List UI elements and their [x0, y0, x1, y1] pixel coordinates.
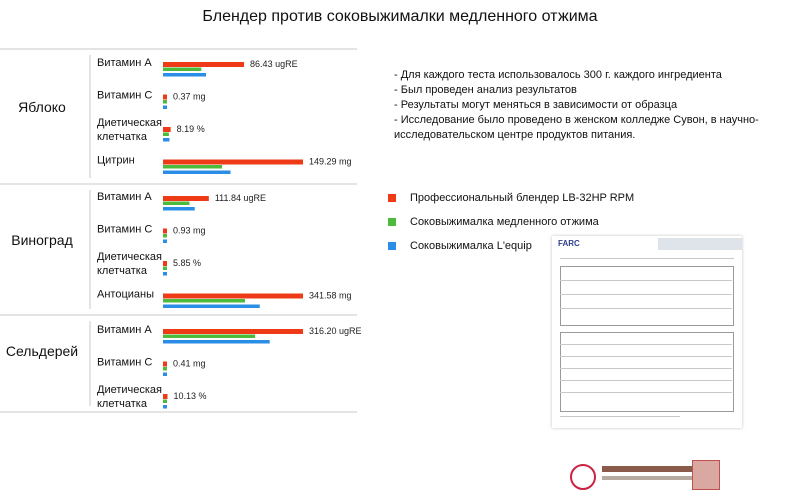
bar-series-2	[163, 67, 202, 71]
bar-series-3	[163, 170, 231, 174]
value-label: 149.29 mg	[309, 157, 352, 167]
bar-series-3	[163, 372, 167, 376]
row-label: клетчатка	[97, 131, 148, 143]
bar-series-3	[163, 73, 207, 77]
bar-series-3	[163, 105, 167, 109]
value-label: 8.19 %	[177, 124, 205, 134]
bar-series-3	[163, 304, 260, 308]
bar-series-2	[163, 234, 167, 238]
bar-series-1	[163, 94, 167, 100]
bar-series-2	[163, 399, 167, 403]
seal-text-line	[602, 476, 692, 480]
row-label: клетчатка	[97, 265, 148, 277]
report-rule	[560, 356, 732, 357]
report-info-table	[560, 266, 734, 326]
row-label: Цитрин	[97, 155, 135, 167]
research-center-seal	[570, 460, 720, 494]
legend-item-slow-juicer: Соковыжималка медленного отжима	[388, 210, 688, 234]
report-rule	[560, 308, 732, 309]
bar-series-3	[163, 138, 170, 142]
value-label: 10.13 %	[173, 391, 206, 401]
note-3: - Результаты могут меняться в зависимост…	[394, 99, 678, 111]
row-label: Витамин C	[97, 357, 152, 369]
legend-swatch-blender	[388, 194, 396, 202]
report-rule	[560, 368, 732, 369]
chart-legend: Профессиональный блендер LB-32HP RPM Сок…	[388, 186, 688, 258]
value-label: 86.43 ugRE	[250, 59, 298, 69]
report-rule	[560, 380, 732, 381]
legend-swatch-slow-juicer	[388, 218, 396, 226]
bar-series-1	[163, 329, 303, 334]
college-seal-icon	[570, 464, 596, 490]
bar-series-3	[163, 405, 167, 409]
row-label: Витамин C	[97, 90, 152, 102]
row-label: Диетическая	[97, 117, 162, 129]
report-header: FARC	[552, 236, 742, 252]
bar-series-2	[163, 100, 167, 104]
row-label: Витамин C	[97, 224, 152, 236]
bar-series-1	[163, 261, 167, 266]
report-logo-icon: FARC	[558, 239, 580, 248]
group-label: Яблоко	[18, 99, 66, 115]
group-label: Сельдерей	[6, 343, 78, 359]
value-label: 111.84 ugRE	[215, 193, 266, 203]
official-stamp-icon	[692, 460, 720, 490]
note-1: - Для каждого теста использовалось 300 г…	[394, 69, 722, 81]
row-label: Антоцианы	[97, 289, 154, 301]
value-label: 316.20 ugRE	[309, 326, 362, 336]
row-label: Витамин A	[97, 324, 152, 336]
row-label: Диетическая	[97, 251, 162, 263]
report-rule	[560, 294, 732, 295]
value-label: 341.58 mg	[309, 291, 352, 301]
value-label: 5.85 %	[173, 258, 201, 268]
bar-series-2	[163, 165, 223, 169]
legend-label-slow-juicer: Соковыжималка медленного отжима	[410, 216, 599, 228]
bar-series-1	[163, 159, 303, 165]
bar-series-3	[163, 272, 167, 276]
legend-label-lequip-juicer: Соковыжималка L'equip	[410, 240, 532, 252]
bar-series-1	[163, 361, 167, 367]
value-label: 0.37 mg	[173, 92, 206, 102]
bar-series-2	[163, 132, 169, 136]
legend-item-blender: Профессиональный блендер LB-32HP RPM	[388, 186, 688, 210]
bar-series-3	[163, 207, 195, 211]
report-rule	[560, 344, 732, 345]
report-results-table	[560, 332, 734, 412]
report-rule	[560, 258, 734, 259]
group-label: Виноград	[11, 232, 73, 248]
row-label: Диетическая	[97, 384, 162, 396]
bar-series-1	[163, 127, 171, 132]
report-title-banner	[658, 238, 742, 250]
bar-series-2	[163, 266, 167, 270]
bar-series-2	[163, 201, 190, 205]
value-label: 0.93 mg	[173, 226, 206, 236]
bar-series-1	[163, 62, 245, 67]
test-notes: - Для каждого теста использовалось 300 г…	[394, 68, 774, 143]
bar-series-1	[163, 394, 168, 399]
note-2: - Был проведен анализ результатов	[394, 84, 577, 96]
report-rule	[560, 392, 732, 393]
bar-series-1	[163, 228, 167, 234]
bar-series-1	[163, 293, 303, 299]
report-rule	[560, 416, 680, 417]
row-label: Витамин A	[97, 191, 152, 203]
bar-series-1	[163, 196, 209, 201]
bar-series-3	[163, 340, 270, 344]
value-label: 0.41 mg	[173, 359, 206, 369]
row-label: Витамин A	[97, 57, 152, 69]
legend-swatch-lequip-juicer	[388, 242, 396, 250]
bar-series-2	[163, 367, 167, 371]
lab-report-document-image: FARC	[552, 236, 742, 428]
report-rule	[560, 280, 732, 281]
bar-series-2	[163, 299, 245, 303]
legend-item-lequip-juicer: Соковыжималка L'equip	[388, 234, 688, 258]
note-4: - Исследование было проведено в женском …	[394, 114, 759, 141]
bar-series-3	[163, 239, 167, 243]
bar-series-2	[163, 334, 256, 338]
legend-label-blender: Профессиональный блендер LB-32HP RPM	[410, 192, 635, 204]
page-title: Блендер против соковыжималки медленного …	[202, 8, 598, 25]
row-label: клетчатка	[97, 398, 148, 410]
seal-text-line	[602, 466, 692, 472]
